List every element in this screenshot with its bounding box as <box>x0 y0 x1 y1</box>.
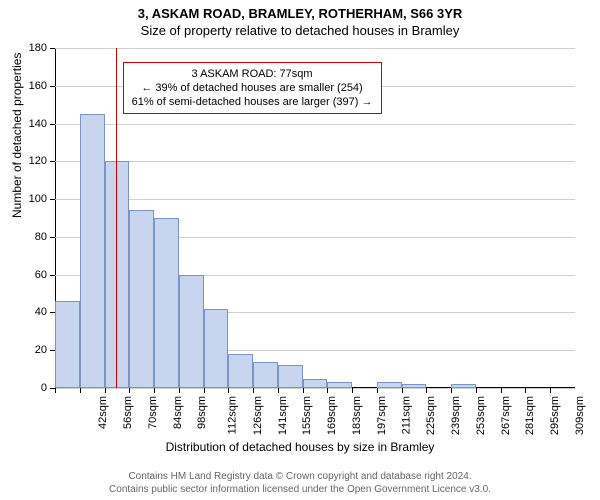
y-tick <box>50 199 55 200</box>
x-tick-label: 141sqm <box>277 396 289 435</box>
x-tick <box>253 388 254 393</box>
histogram-bar <box>451 384 476 388</box>
x-tick-label: 155sqm <box>302 396 314 435</box>
x-tick <box>303 388 304 393</box>
footer-attribution: Contains HM Land Registry data © Crown c… <box>0 470 600 496</box>
gridline <box>55 199 575 200</box>
x-tick <box>154 388 155 393</box>
chart-title-2: Size of property relative to detached ho… <box>0 23 600 38</box>
x-tick <box>550 388 551 393</box>
y-tick <box>50 161 55 162</box>
x-tick-label: 183sqm <box>351 396 363 435</box>
gridline <box>55 48 575 49</box>
histogram-bar <box>179 275 204 388</box>
y-tick-label: 160 <box>17 80 47 92</box>
histogram-bar <box>253 362 278 388</box>
histogram-bar <box>278 365 303 388</box>
x-tick <box>80 388 81 393</box>
y-tick-label: 100 <box>17 193 47 205</box>
x-tick-label: 98sqm <box>196 396 208 429</box>
x-tick-label: 239sqm <box>450 396 462 435</box>
histogram-bar <box>204 309 229 388</box>
x-tick-label: 211sqm <box>400 396 412 434</box>
histogram-bar <box>55 301 80 388</box>
y-tick-label: 60 <box>17 269 47 281</box>
x-tick <box>228 388 229 393</box>
x-tick-label: 42sqm <box>97 396 109 429</box>
gridline <box>55 388 575 389</box>
x-tick-label: 225sqm <box>425 396 437 435</box>
y-tick <box>50 48 55 49</box>
histogram-bar <box>303 379 328 388</box>
x-tick <box>402 388 403 393</box>
chart-title-1: 3, ASKAM ROAD, BRAMLEY, ROTHERHAM, S66 3… <box>0 6 600 21</box>
histogram-bar <box>402 384 427 388</box>
x-tick <box>501 388 502 393</box>
x-tick-label: 295sqm <box>549 396 561 435</box>
chart-plot-area: 02040608010012014016018042sqm56sqm70sqm8… <box>55 48 575 388</box>
x-tick <box>451 388 452 393</box>
footer-line-2: Contains public sector information licen… <box>0 483 600 496</box>
y-tick <box>50 275 55 276</box>
annotation-line-1: 3 ASKAM ROAD: 77sqm <box>132 67 373 81</box>
annotation-line-2: ← 39% of detached houses are smaller (25… <box>132 81 373 95</box>
x-tick-label: 281sqm <box>524 396 536 435</box>
histogram-bar <box>154 218 179 388</box>
x-tick <box>476 388 477 393</box>
x-tick-label: 126sqm <box>252 396 264 435</box>
y-tick-label: 0 <box>17 382 47 394</box>
y-tick <box>50 124 55 125</box>
annotation-line-3: 61% of semi-detached houses are larger (… <box>132 95 373 109</box>
x-tick <box>179 388 180 393</box>
x-tick <box>377 388 378 393</box>
y-tick-label: 80 <box>17 231 47 243</box>
x-tick <box>327 388 328 393</box>
x-tick <box>105 388 106 393</box>
x-tick-label: 309sqm <box>574 396 586 435</box>
histogram-bar <box>80 114 105 388</box>
x-tick <box>129 388 130 393</box>
histogram-bar <box>129 210 154 388</box>
footer-line-1: Contains HM Land Registry data © Crown c… <box>0 470 600 483</box>
x-tick <box>278 388 279 393</box>
x-tick-label: 84sqm <box>172 396 184 429</box>
x-tick <box>204 388 205 393</box>
y-tick-label: 120 <box>17 155 47 167</box>
histogram-bar <box>377 382 402 388</box>
x-tick <box>55 388 56 393</box>
y-tick-label: 180 <box>17 42 47 54</box>
x-tick-label: 70sqm <box>147 396 159 429</box>
x-tick-label: 253sqm <box>475 396 487 435</box>
histogram-bar <box>327 382 352 388</box>
marker-line <box>116 48 117 388</box>
x-tick-label: 267sqm <box>500 396 512 435</box>
x-tick <box>352 388 353 393</box>
y-tick-label: 140 <box>17 118 47 130</box>
gridline <box>55 124 575 125</box>
x-tick-label: 197sqm <box>376 396 388 435</box>
y-tick <box>50 237 55 238</box>
x-tick-label: 169sqm <box>326 396 338 435</box>
x-tick-label: 56sqm <box>122 396 134 429</box>
histogram-bar <box>228 354 253 388</box>
annotation-box: 3 ASKAM ROAD: 77sqm← 39% of detached hou… <box>123 62 382 115</box>
gridline <box>55 161 575 162</box>
x-tick <box>426 388 427 393</box>
x-tick <box>525 388 526 393</box>
y-tick-label: 40 <box>17 306 47 318</box>
y-tick-label: 20 <box>17 344 47 356</box>
x-axis-label: Distribution of detached houses by size … <box>0 440 600 454</box>
x-tick-label: 112sqm <box>227 396 239 434</box>
y-tick <box>50 86 55 87</box>
